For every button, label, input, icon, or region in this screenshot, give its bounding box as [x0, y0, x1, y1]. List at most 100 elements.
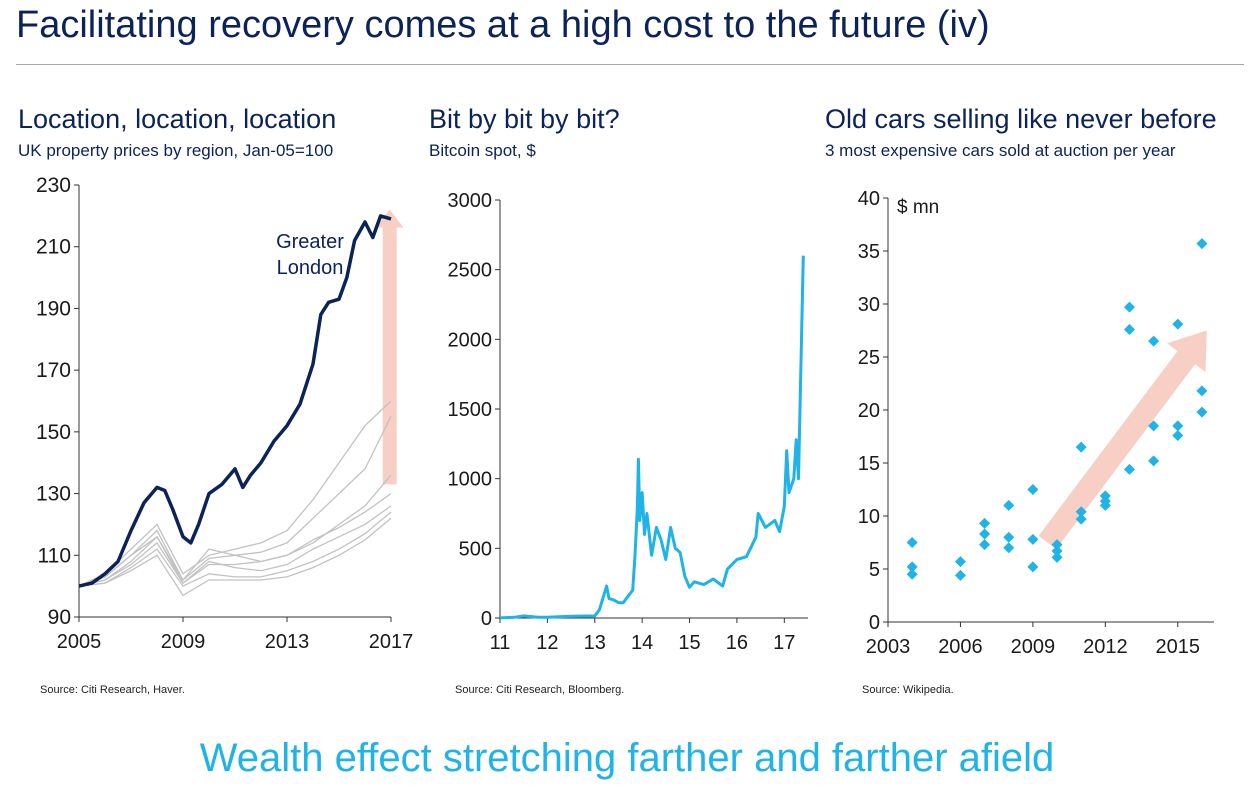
panel-3-title: Old cars selling like never before — [825, 104, 1217, 134]
cars-sale-point — [1027, 561, 1039, 573]
btc-x-tick-label: 14 — [631, 632, 653, 654]
uk-region-line-3 — [78, 474, 392, 587]
uk-x-tick-label: 2005 — [57, 631, 102, 653]
cars-x-tick-label: 2015 — [1156, 636, 1201, 658]
uk-y-tick-label: 230 — [36, 174, 71, 197]
cars-unit-label: $ mn — [897, 197, 939, 218]
btc-x-tick-label: 17 — [773, 632, 795, 654]
panel-1-subtitle: UK property prices by region, Jan-05=100 — [18, 141, 334, 160]
panel-2-subtitle: Bitcoin spot, $ — [429, 141, 536, 160]
cars-sale-point — [1051, 545, 1063, 557]
cars-sale-point — [1003, 531, 1015, 543]
panel-1-source: Source: Citi Research, Haver. — [40, 684, 185, 696]
cars-sale-point — [1196, 406, 1208, 418]
uk-region-line-1 — [78, 400, 392, 587]
cars-y-tick-label: 0 — [869, 612, 880, 634]
btc-y-tick-label: 1500 — [448, 399, 493, 421]
cars-sale-point — [1075, 513, 1087, 525]
cars-y-tick-label: 20 — [858, 400, 880, 422]
btc-x-tick-label: 16 — [726, 632, 748, 654]
btc-y-tick-label: 1000 — [448, 469, 493, 491]
cars-sale-point — [1099, 499, 1111, 511]
cars-sale-point — [1123, 463, 1135, 475]
cars-sale-point — [979, 539, 991, 551]
slide-title: Facilitating recovery comes at a high co… — [16, 4, 990, 46]
uk-region-line-5 — [78, 505, 392, 587]
cars-sale-point — [1172, 318, 1184, 330]
cars-y-tick-label: 40 — [858, 188, 880, 210]
btc-y-tick-label: 2500 — [448, 260, 493, 282]
cars-trend-arrow-shape — [1038, 330, 1207, 550]
uk-x-tick-label: 2017 — [369, 631, 414, 653]
btc-y-tick-label: 3000 — [448, 190, 493, 212]
cars-sale-point — [1148, 455, 1160, 467]
cars-y-tick-label: 15 — [858, 453, 880, 475]
cars-sale-point — [1123, 323, 1135, 335]
cars-y-tick-label: 10 — [858, 506, 880, 528]
uk-y-tick-label: 90 — [48, 606, 71, 629]
uk-trend-arrow — [375, 209, 404, 485]
panel-3-subtitle: 3 most expensive cars sold at auction pe… — [825, 141, 1176, 160]
uk-region-line-4 — [78, 493, 392, 587]
uk-region-line-6 — [78, 511, 392, 587]
btc-y-tick-label: 0 — [481, 608, 492, 630]
uk-london-line — [78, 214, 392, 588]
cars-y-tick-label: 25 — [858, 347, 880, 369]
cars-sale-point — [1123, 301, 1135, 313]
btc-x-tick-label: 11 — [490, 632, 511, 654]
cars-sale-point — [1172, 420, 1184, 432]
cars-sale-point — [1196, 385, 1208, 397]
cars-sale-point — [954, 556, 966, 568]
footer-tagline: Wealth effect stretching farther and far… — [199, 736, 1055, 780]
cars-sale-point — [1148, 335, 1160, 347]
uk-y-tick-label: 110 — [38, 544, 71, 567]
cars-sale-point — [1075, 441, 1087, 453]
cars-sale-point — [906, 537, 918, 548]
cars-sale-point — [1027, 533, 1039, 545]
btc-x-tick-label: 15 — [678, 632, 700, 654]
cars-sale-point — [1075, 506, 1087, 518]
cars-sale-point — [906, 561, 918, 573]
cars-y-tick-label: 30 — [858, 294, 880, 316]
btc-price-line — [499, 255, 805, 620]
uk-y-tick-label: 210 — [36, 236, 71, 259]
uk-x-tick-label: 2013 — [265, 631, 310, 653]
btc-y-tick-label: 500 — [459, 538, 492, 560]
cars-sale-point — [1148, 420, 1160, 432]
cars-sale-point — [906, 568, 918, 580]
cars-sale-point — [1027, 484, 1039, 495]
cars-sale-point — [1196, 238, 1208, 250]
cars-sale-point — [1051, 551, 1063, 563]
cars-sale-point — [1172, 429, 1184, 441]
cars-x-tick-label: 2012 — [1083, 636, 1128, 658]
cars-sale-point — [1003, 542, 1015, 554]
cars-x-tick-label: 2003 — [866, 636, 911, 658]
panel-3-source: Source: Wikipedia. — [862, 684, 954, 696]
uk-y-tick-label: 150 — [36, 421, 71, 444]
panel-1-title: Location, location, location — [18, 104, 337, 134]
uk-region-line-7 — [78, 517, 392, 597]
uk-y-tick-label: 170 — [36, 359, 71, 382]
uk-london-annotation: London — [277, 257, 344, 279]
cars-y-tick-label: 5 — [869, 559, 880, 581]
cars-sale-point — [1051, 539, 1063, 551]
title-divider — [16, 64, 1244, 65]
cars-trend-arrow — [1038, 330, 1207, 550]
cars-x-tick-label: 2006 — [938, 636, 983, 658]
cars-sale-point — [1003, 499, 1015, 511]
cars-sale-point — [979, 517, 991, 529]
cars-y-tick-label: 35 — [858, 241, 880, 263]
panel-2-source: Source: Citi Research, Bloomberg. — [455, 684, 625, 696]
cars-sale-point — [954, 569, 966, 581]
btc-y-tick-label: 2000 — [448, 329, 493, 351]
panel-2-title: Bit by bit by bit? — [429, 104, 620, 134]
uk-x-tick-label: 2009 — [161, 631, 206, 653]
btc-x-tick-label: 13 — [584, 632, 606, 654]
cars-x-tick-label: 2009 — [1011, 636, 1056, 658]
uk-y-tick-label: 130 — [36, 483, 71, 506]
uk-y-tick-label: 190 — [36, 297, 71, 320]
btc-x-tick-label: 12 — [536, 632, 558, 654]
cars-sale-point — [979, 528, 991, 540]
uk-region-line-2 — [78, 416, 392, 587]
